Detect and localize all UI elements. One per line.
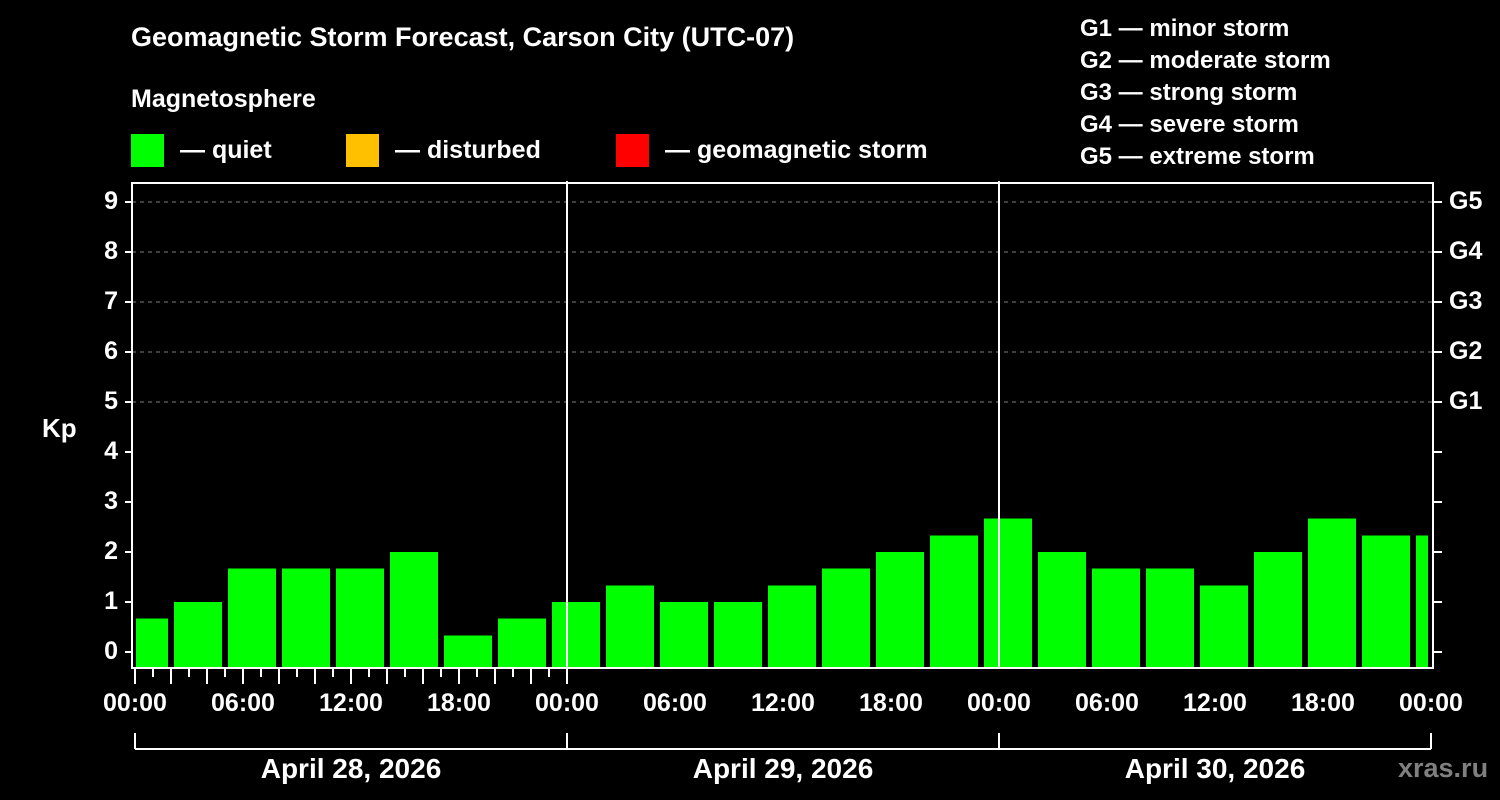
storm-level-g4: G4 — severe storm: [1080, 111, 1299, 138]
x-tick-label: 00:00: [967, 689, 1031, 717]
storm-level-g3: G3 — strong storm: [1080, 79, 1298, 106]
watermark: xras.ru: [1398, 753, 1489, 783]
day-label: April 30, 2026: [1124, 753, 1306, 784]
kp-bar: [984, 518, 1032, 668]
kp-bar: [390, 552, 438, 668]
kp-bar: [228, 568, 276, 668]
y-tick-label: 4: [104, 437, 118, 465]
kp-bar: [876, 552, 924, 668]
y-tick-label: 2: [104, 537, 118, 565]
storm-swatch: [616, 133, 649, 167]
kp-bar: [282, 568, 330, 668]
y-axis-label: Kp: [42, 413, 77, 443]
kp-bar: [552, 602, 600, 668]
x-tick-label: 06:00: [1075, 689, 1139, 717]
kp-bar: [1416, 535, 1428, 668]
x-tick-label: 18:00: [427, 689, 491, 717]
x-tick-label: 18:00: [1291, 689, 1355, 717]
x-tick-label: 12:00: [751, 689, 815, 717]
y-tick-label: 5: [104, 387, 118, 415]
x-tick-label: 12:00: [1183, 689, 1247, 717]
kp-bar: [136, 618, 168, 668]
kp-bar: [606, 585, 654, 668]
storm-level-g1: G1 — minor storm: [1080, 15, 1290, 42]
g-tick-label: G1: [1449, 387, 1483, 415]
kp-bar: [174, 602, 222, 668]
kp-bar: [444, 635, 492, 668]
g-tick-label: G4: [1449, 237, 1483, 265]
legend-quiet: — quiet: [131, 133, 272, 167]
kp-bar: [1092, 568, 1140, 668]
x-tick-label: 12:00: [319, 689, 383, 717]
kp-bar: [1146, 568, 1194, 668]
kp-bar: [714, 602, 762, 668]
day-label: April 28, 2026: [260, 753, 442, 784]
kp-bar: [660, 602, 708, 668]
storm-level-g5: G5 — extreme storm: [1080, 143, 1315, 170]
y-tick-label: 1: [104, 587, 118, 615]
plot-frame: [131, 182, 1434, 669]
x-tick-label: 00:00: [103, 689, 167, 717]
storm-level-g2: G2 — moderate storm: [1080, 47, 1331, 74]
day-label: April 29, 2026: [692, 753, 874, 784]
kp-bar: [1308, 518, 1356, 668]
legend-disturbed-label: — disturbed: [395, 135, 541, 164]
x-tick-label: 06:00: [211, 689, 275, 717]
x-tick-label: 06:00: [643, 689, 707, 717]
x-tick-label: 18:00: [859, 689, 923, 717]
quiet-swatch: [131, 133, 164, 167]
kp-bar: [498, 618, 546, 668]
g-tick-label: G5: [1449, 187, 1483, 215]
y-tick-label: 0: [104, 637, 118, 665]
kp-bar: [1038, 552, 1086, 668]
kp-bar: [1362, 535, 1410, 668]
legend-quiet-label: — quiet: [180, 135, 272, 164]
g-tick-label: G3: [1449, 287, 1483, 315]
kp-bar: [768, 585, 816, 668]
legend-storm-label: — geomagnetic storm: [665, 135, 928, 164]
y-tick-label: 9: [104, 187, 118, 215]
x-tick-label: 00:00: [1399, 689, 1463, 717]
legend-storm: — geomagnetic storm: [616, 133, 928, 167]
kp-bar: [930, 535, 978, 668]
kp-bar: [336, 568, 384, 668]
disturbed-swatch: [346, 133, 379, 167]
y-tick-label: 8: [104, 237, 118, 265]
kp-bar: [822, 568, 870, 668]
legend-disturbed: — disturbed: [346, 133, 541, 167]
y-tick-label: 6: [104, 337, 118, 365]
kp-bar: [1200, 585, 1248, 668]
chart-title: Geomagnetic Storm Forecast, Carson City …: [131, 22, 795, 52]
y-tick-label: 7: [104, 287, 118, 315]
x-tick-label: 00:00: [535, 689, 599, 717]
kp-bar: [1254, 552, 1302, 668]
y-tick-label: 3: [104, 487, 118, 515]
g-tick-label: G2: [1449, 337, 1483, 365]
legend-heading: Magnetosphere: [131, 85, 316, 113]
